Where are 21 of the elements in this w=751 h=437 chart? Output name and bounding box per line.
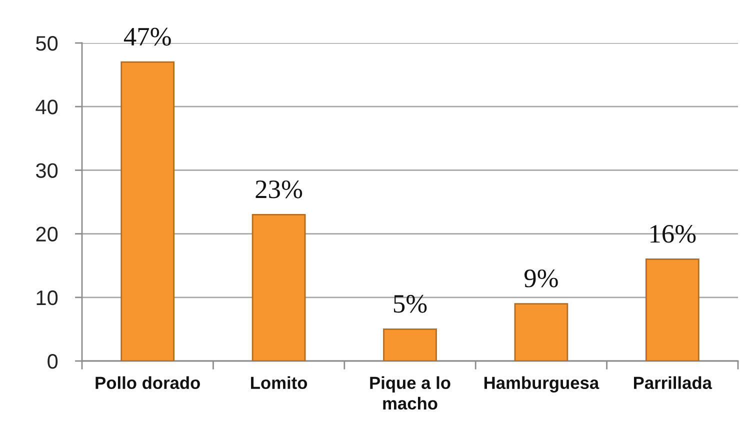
x-tick-label: Parrillada [634, 376, 712, 390]
y-tick-label: 20 [36, 226, 58, 242]
bar [120, 61, 175, 361]
bar [252, 214, 306, 361]
y-tick-label: 30 [36, 163, 58, 178]
bar [514, 303, 568, 361]
x-tick-label: Hamburguesa [484, 376, 600, 393]
x-tick-label: Pique a lo macho [370, 376, 450, 410]
y-tick-label: 40 [36, 100, 58, 114]
y-tick-label: 0 [48, 354, 58, 369]
data-label: 16% [650, 224, 696, 243]
data-label: 47% [124, 28, 171, 46]
y-tick-label: 50 [36, 36, 58, 51]
y-tick-label: 10 [36, 290, 58, 306]
data-label: 9% [524, 269, 558, 288]
bar [645, 258, 700, 361]
data-label: 5% [394, 294, 427, 313]
x-tick-label: Pollo dorado [96, 376, 200, 390]
x-tick-label: Lomito [251, 376, 308, 390]
data-label: 23% [256, 180, 302, 198]
bar [383, 328, 437, 361]
